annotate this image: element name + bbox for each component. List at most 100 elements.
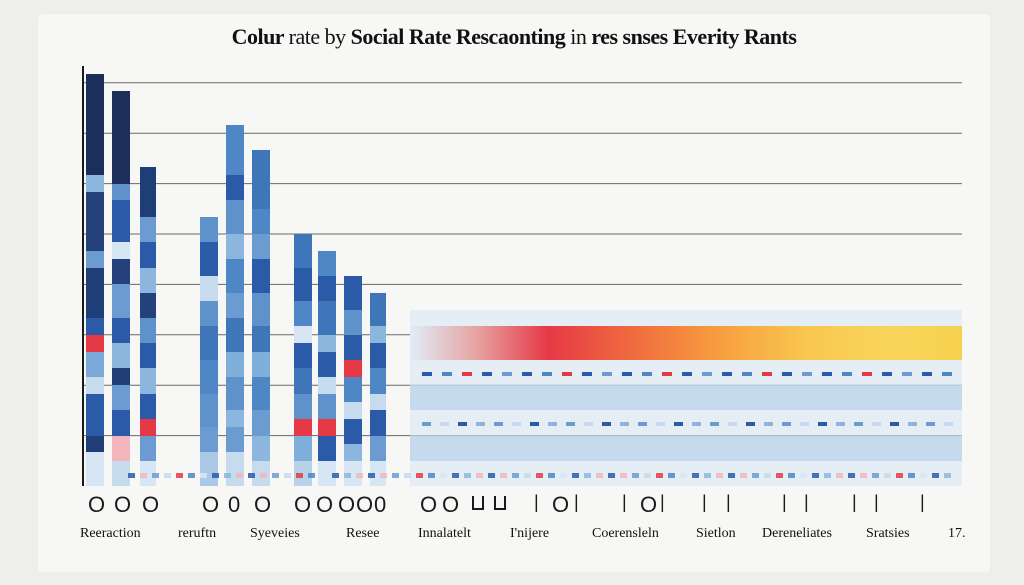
x-marker: |	[920, 492, 925, 513]
x-marker: O	[142, 492, 159, 518]
title-segment: Social Rate	[351, 24, 456, 49]
spark	[584, 473, 591, 478]
spark	[212, 473, 219, 478]
spark	[224, 473, 231, 478]
x-marker: O	[356, 492, 373, 518]
spark	[656, 473, 663, 478]
spark	[488, 473, 495, 478]
spark	[464, 473, 471, 478]
spark	[332, 473, 339, 478]
spark	[908, 473, 915, 478]
spark	[764, 473, 771, 478]
spark	[860, 473, 867, 478]
spark	[848, 473, 855, 478]
x-markers: OOOO0OOOOO0OO|O||O||||||||	[82, 492, 962, 518]
spark	[188, 473, 195, 478]
title-segment: Everity	[673, 24, 744, 49]
chart-card: Colur rate by Social Rate Rescaonting in…	[38, 14, 990, 572]
x-marker: |	[702, 492, 707, 513]
spark	[932, 473, 939, 478]
spark	[752, 473, 759, 478]
spark	[380, 473, 387, 478]
x-label: Reeraction	[80, 526, 141, 542]
spark	[440, 473, 447, 478]
spark	[500, 473, 507, 478]
x-marker: |	[534, 492, 539, 513]
title-segment: Colur	[232, 24, 289, 49]
spark	[740, 473, 747, 478]
x-marker: O	[294, 492, 311, 518]
spark	[416, 473, 423, 478]
x-marker: O	[114, 492, 131, 518]
chart-title: Colur rate by Social Rate Rescaonting in…	[38, 24, 990, 50]
x-label: 17.	[948, 526, 966, 542]
spark	[128, 473, 135, 478]
spark	[920, 473, 927, 478]
x-label: Resee	[346, 526, 379, 542]
x-label: I'nijere	[510, 526, 549, 542]
spark	[872, 473, 879, 478]
title-segment: in	[570, 24, 591, 49]
x-label: Coerensleln	[592, 526, 659, 542]
x-label: Innalatelt	[418, 526, 471, 542]
x-marker: |	[782, 492, 787, 513]
spark	[728, 473, 735, 478]
spark	[716, 473, 723, 478]
spark	[512, 473, 519, 478]
spark	[572, 473, 579, 478]
title-segment: Rescaonting	[456, 24, 570, 49]
x-marker: |	[660, 492, 665, 513]
spark	[176, 473, 183, 478]
title-segment: rate	[289, 24, 325, 49]
x-label: reruftn	[178, 526, 216, 542]
spark	[884, 473, 891, 478]
spark	[704, 473, 711, 478]
x-marker: |	[804, 492, 809, 513]
x-marker: O	[552, 492, 569, 518]
spark	[836, 473, 843, 478]
title-segment: by	[325, 24, 351, 49]
spark	[560, 473, 567, 478]
x-marker: O	[420, 492, 437, 518]
x-marker: O	[254, 492, 271, 518]
x-marker: 0	[228, 492, 240, 518]
spark	[548, 473, 555, 478]
x-label: Sratsies	[866, 526, 910, 542]
spark	[272, 473, 279, 478]
title-segment: Rants	[744, 24, 797, 49]
spark	[140, 473, 147, 478]
x-marker: |	[874, 492, 879, 513]
spark	[164, 473, 171, 478]
spark	[344, 473, 351, 478]
spark	[296, 473, 303, 478]
spark	[308, 473, 315, 478]
spark	[680, 473, 687, 478]
x-marker: |	[726, 492, 731, 513]
spark	[356, 473, 363, 478]
spark	[200, 473, 207, 478]
sparkline-row	[82, 66, 962, 486]
spark	[812, 473, 819, 478]
spark	[632, 473, 639, 478]
spark	[644, 473, 651, 478]
spark	[896, 473, 903, 478]
spark	[608, 473, 615, 478]
spark	[248, 473, 255, 478]
x-marker: O	[88, 492, 105, 518]
spark	[392, 473, 399, 478]
x-marker: O	[338, 492, 355, 518]
spark	[776, 473, 783, 478]
x-marker: O	[202, 492, 219, 518]
spark	[620, 473, 627, 478]
spark-row	[128, 473, 952, 478]
spark	[428, 473, 435, 478]
spark	[320, 473, 327, 478]
spark	[476, 473, 483, 478]
x-marker: |	[852, 492, 857, 513]
spark	[236, 473, 243, 478]
spark	[524, 473, 531, 478]
spark	[152, 473, 159, 478]
spark	[668, 473, 675, 478]
plot-area	[82, 66, 962, 486]
x-marker: O	[316, 492, 333, 518]
